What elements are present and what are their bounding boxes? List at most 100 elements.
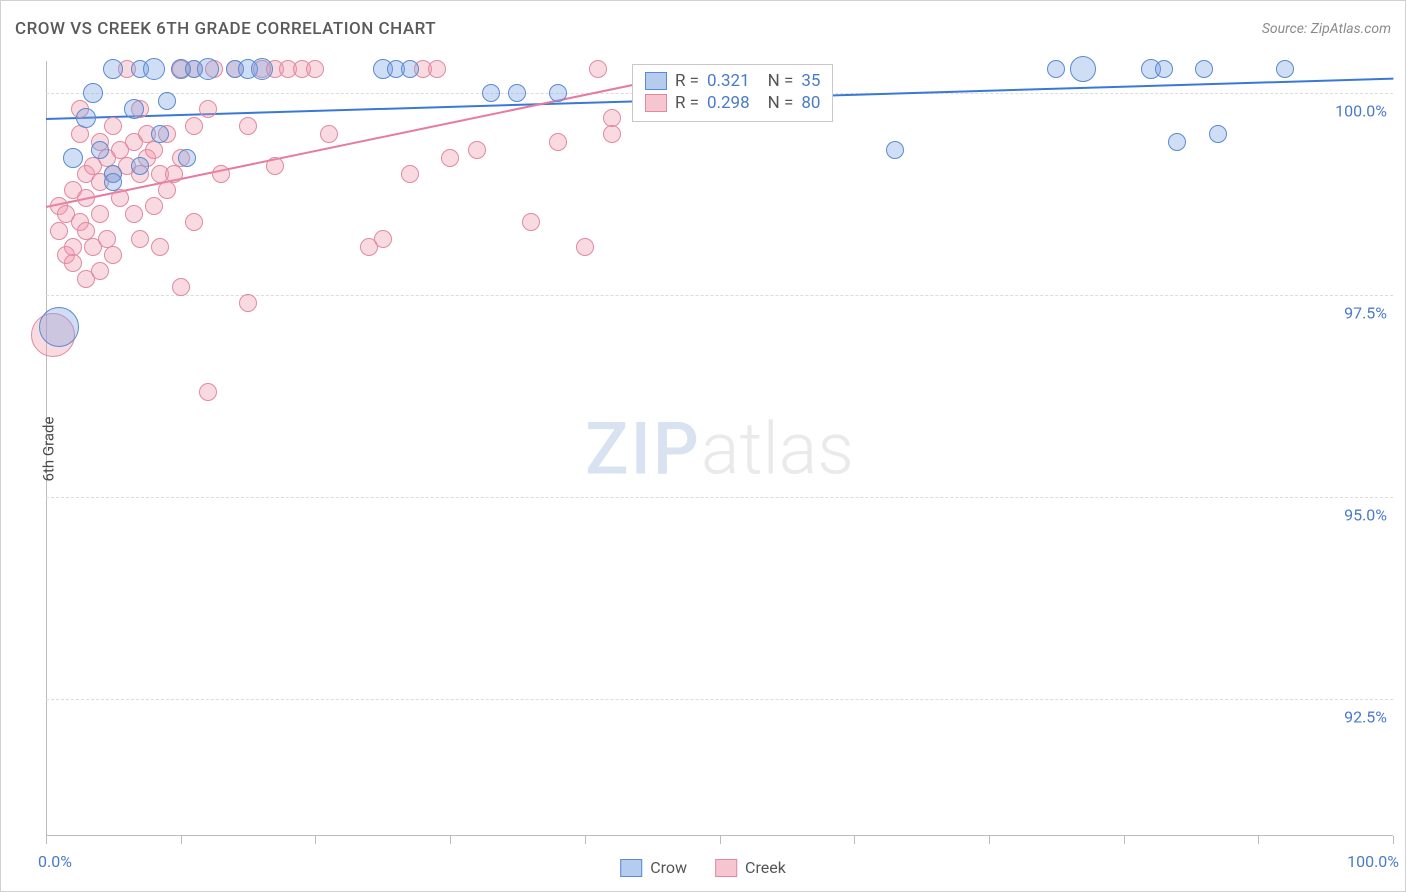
- legend-r-label: R =: [675, 71, 699, 91]
- data-point-creek: [145, 197, 163, 215]
- data-point-creek: [104, 117, 122, 135]
- data-point-creek: [91, 205, 109, 223]
- data-point-creek: [145, 141, 163, 159]
- x-tick: [181, 836, 182, 844]
- data-point-creek: [589, 60, 607, 78]
- data-point-crow: [83, 83, 103, 103]
- data-point-creek: [428, 60, 446, 78]
- data-point-creek: [239, 294, 257, 312]
- data-point-crow: [1195, 60, 1213, 78]
- data-point-creek: [576, 238, 594, 256]
- data-point-creek: [401, 165, 419, 183]
- x-axis-min-label: 0.0%: [38, 852, 72, 871]
- data-point-creek: [185, 213, 203, 231]
- legend-n-value: 80: [801, 93, 820, 113]
- data-point-creek: [158, 181, 176, 199]
- legend-n-value: 35: [801, 71, 820, 91]
- y-tick-label: 95.0%: [1344, 505, 1387, 524]
- chart-container: CROW VS CREEK 6TH GRADE CORRELATION CHAR…: [0, 0, 1406, 892]
- chart-title: CROW VS CREEK 6TH GRADE CORRELATION CHAR…: [15, 19, 436, 39]
- legend-item-crow: Crow: [620, 858, 687, 877]
- data-point-crow: [124, 99, 144, 119]
- data-point-crow: [1070, 56, 1096, 82]
- data-point-crow: [482, 84, 500, 102]
- data-point-crow: [1047, 60, 1065, 78]
- data-point-creek: [603, 125, 621, 143]
- data-point-crow: [104, 173, 122, 191]
- data-point-creek: [441, 149, 459, 167]
- data-point-crow: [1155, 60, 1173, 78]
- grid-line: [46, 699, 1393, 700]
- data-point-creek: [603, 109, 621, 127]
- plot-area: 6th Grade ZIPatlas 92.5%95.0%97.5%100.0%…: [46, 61, 1393, 836]
- data-point-creek: [165, 165, 183, 183]
- data-point-crow: [178, 149, 196, 167]
- x-tick: [854, 836, 855, 844]
- data-point-creek: [111, 189, 129, 207]
- legend-item-creek: Creek: [715, 858, 786, 877]
- legend-swatch: [620, 859, 642, 877]
- x-tick: [720, 836, 721, 844]
- legend-r-label: R =: [675, 93, 699, 113]
- legend-swatch: [645, 94, 667, 112]
- data-point-creek: [104, 246, 122, 264]
- data-point-crow: [1209, 125, 1227, 143]
- x-tick: [315, 836, 316, 844]
- data-point-crow: [103, 59, 123, 79]
- data-point-creek: [64, 254, 82, 272]
- data-point-crow: [76, 108, 96, 128]
- y-tick-label: 92.5%: [1344, 707, 1387, 726]
- legend-row: R =0.321N =35: [645, 71, 821, 91]
- source-attribution: Source: ZipAtlas.com: [1262, 21, 1391, 37]
- data-point-creek: [50, 222, 68, 240]
- data-point-crow: [39, 307, 79, 347]
- data-point-crow: [197, 58, 219, 80]
- legend-swatch: [645, 72, 667, 90]
- data-point-crow: [151, 125, 169, 143]
- data-point-crow: [143, 58, 165, 80]
- data-point-crow: [1276, 60, 1294, 78]
- data-point-crow: [251, 58, 273, 80]
- x-tick: [1258, 836, 1259, 844]
- data-point-creek: [199, 100, 217, 118]
- data-point-creek: [239, 117, 257, 135]
- legend-label: Creek: [745, 858, 786, 877]
- data-point-creek: [266, 157, 284, 175]
- x-tick: [1124, 836, 1125, 844]
- x-tick: [450, 836, 451, 844]
- legend-label: Crow: [650, 858, 687, 877]
- data-point-crow: [131, 157, 149, 175]
- legend-r-value: 0.298: [707, 93, 750, 113]
- y-tick-label: 100.0%: [1335, 102, 1387, 121]
- data-point-creek: [185, 117, 203, 135]
- data-point-creek: [549, 133, 567, 151]
- data-point-creek: [131, 230, 149, 248]
- data-point-creek: [125, 205, 143, 223]
- x-tick: [46, 836, 47, 844]
- data-point-crow: [158, 92, 176, 110]
- data-point-crow: [886, 141, 904, 159]
- grid-line: [46, 497, 1393, 498]
- legend-row: R = 0.298 N = 80: [645, 93, 821, 113]
- data-point-crow: [1168, 133, 1186, 151]
- legend-n-label: N =: [768, 71, 794, 91]
- x-tick: [1393, 836, 1394, 844]
- data-point-creek: [306, 60, 324, 78]
- data-point-creek: [151, 238, 169, 256]
- legend-bottom: Crow Creek: [620, 858, 786, 877]
- correlation-legend: R =0.321N =35R =0.298N =80: [632, 64, 834, 122]
- data-point-creek: [374, 230, 392, 248]
- data-point-crow: [91, 141, 109, 159]
- plot-border: [46, 61, 1393, 836]
- y-tick-label: 97.5%: [1344, 303, 1387, 322]
- legend-n-label: N =: [768, 93, 794, 113]
- data-point-creek: [320, 125, 338, 143]
- data-point-creek: [522, 213, 540, 231]
- data-point-crow: [508, 84, 526, 102]
- data-point-crow: [63, 148, 83, 168]
- x-tick: [989, 836, 990, 844]
- x-axis-max-label: 100.0%: [1347, 852, 1399, 871]
- data-point-creek: [172, 278, 190, 296]
- data-point-creek: [212, 165, 230, 183]
- data-point-creek: [468, 141, 486, 159]
